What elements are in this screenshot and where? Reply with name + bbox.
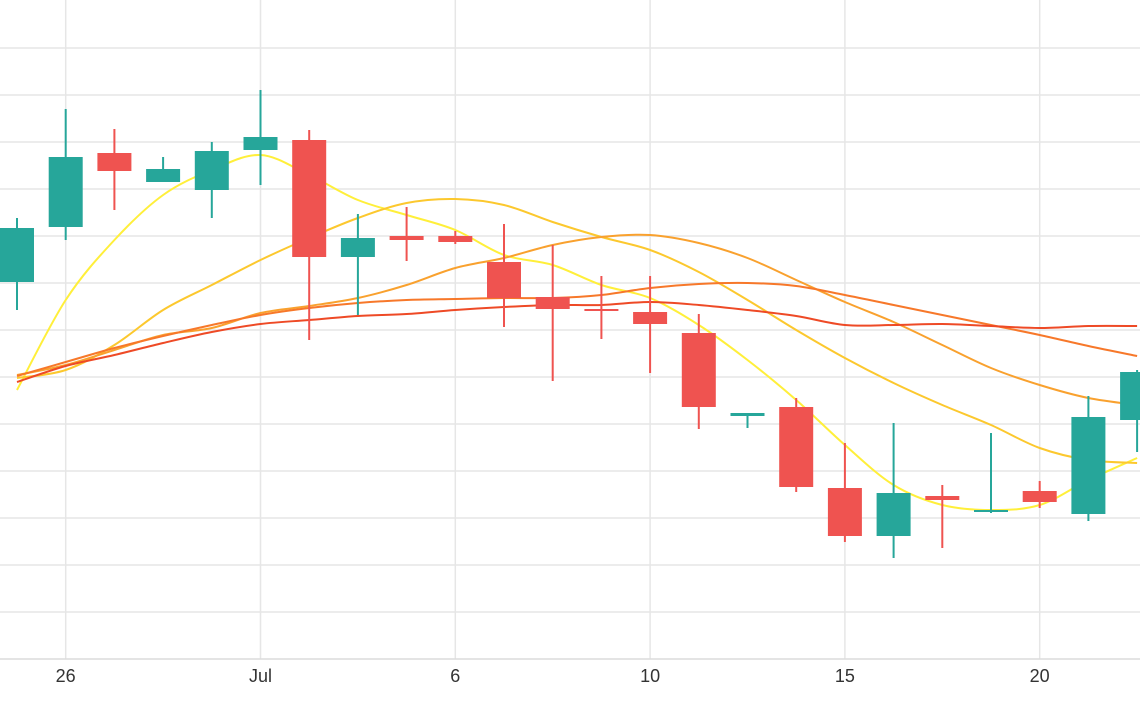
x-tick-label: 6 [450, 666, 460, 686]
candle-body [292, 140, 327, 257]
moving-average-line [16, 300, 1138, 383]
x-tick-label: 15 [835, 666, 855, 686]
candle-body [194, 151, 229, 190]
candle-body [584, 309, 619, 311]
candle-body [974, 510, 1008, 512]
candle-body [925, 496, 960, 500]
candle-body [340, 238, 375, 257]
candle-body [779, 407, 814, 487]
x-tick-label: 26 [56, 666, 76, 686]
candle-body [487, 262, 521, 298]
moving-average-line [16, 281, 1138, 377]
candle-body [97, 153, 132, 171]
moving-average-line [16, 233, 1138, 406]
candle-body [438, 236, 473, 242]
candle-body [535, 297, 570, 309]
moving-average-line [16, 197, 1138, 464]
x-tick-label: Jul [249, 666, 272, 686]
lines-group [16, 153, 1138, 512]
candle-body [827, 488, 862, 536]
candle-body [1120, 372, 1140, 420]
candle-body [146, 169, 181, 182]
candle-body [876, 493, 911, 536]
candle-body [48, 157, 83, 227]
candle-body [389, 236, 424, 240]
candle-body [0, 228, 34, 282]
candle-body [730, 413, 765, 416]
candle-body [243, 137, 278, 150]
candle-body [1071, 417, 1106, 514]
candle-body [681, 333, 716, 407]
candle-body [633, 312, 668, 324]
x-tick-label: 20 [1030, 666, 1050, 686]
candle-body [1022, 491, 1057, 502]
x-tick-label: 10 [640, 666, 660, 686]
